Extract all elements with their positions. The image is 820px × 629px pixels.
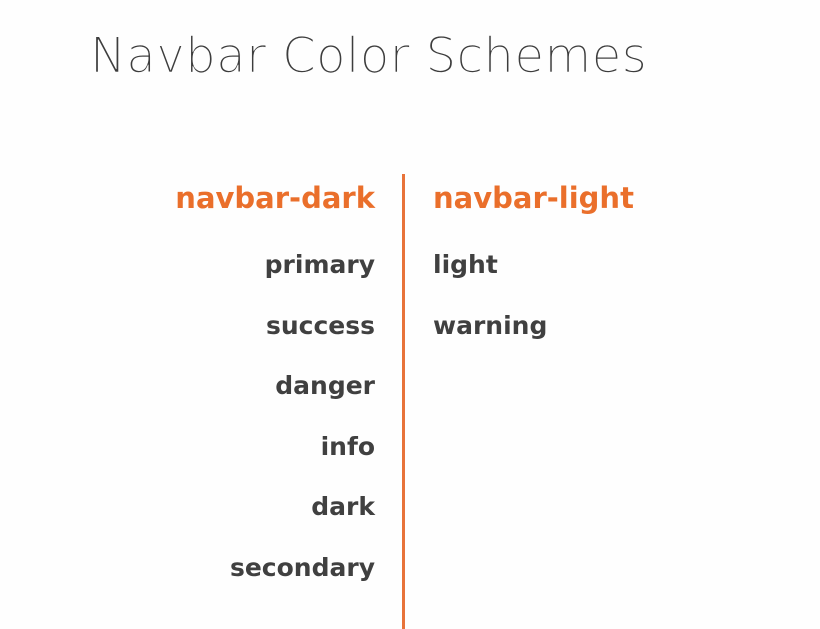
list-item: secondary (229, 552, 375, 582)
list-item: dark (311, 492, 375, 521)
column-heading-navbar-light: navbar-light (433, 181, 634, 215)
list-item: light (433, 250, 498, 279)
list-item: primary (264, 250, 375, 279)
list-item: warning (433, 310, 548, 340)
navbar-dark-column: navbar-dark primary success danger info … (55, 178, 375, 613)
list-item: danger (275, 371, 375, 400)
column-divider (402, 174, 405, 629)
navbar-light-list: light warning (433, 250, 753, 341)
slide-title: Navbar Color Schemes (90, 28, 648, 85)
navbar-dark-list: primary success danger info dark seconda… (55, 250, 375, 583)
navbar-light-column: navbar-light light warning (433, 178, 753, 371)
column-heading-navbar-dark: navbar-dark (175, 181, 375, 215)
list-item: success (265, 310, 375, 340)
list-item: info (320, 431, 375, 461)
